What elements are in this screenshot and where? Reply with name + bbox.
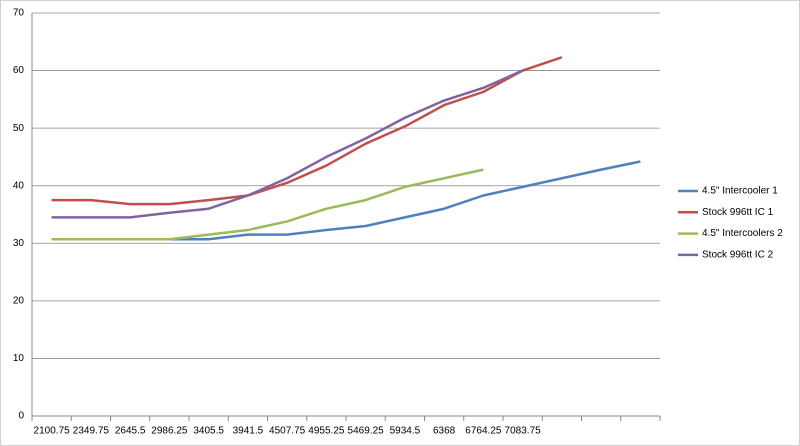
x-tick-label: 3941.5 xyxy=(233,426,264,437)
y-tick-label: 40 xyxy=(13,180,25,191)
x-tick-label: 6368 xyxy=(433,426,456,437)
y-tick-label: 50 xyxy=(13,123,25,134)
legend-label: 4.5" Intercoolers 2 xyxy=(702,228,783,239)
legend-label: 4.5" Intercooler 1 xyxy=(702,186,778,197)
x-tick-label: 2986.25 xyxy=(151,426,188,437)
x-tick-label: 5934.5 xyxy=(390,426,421,437)
x-tick-label: 4955.25 xyxy=(308,426,345,437)
x-tick-label: 3405.5 xyxy=(193,426,224,437)
y-tick-label: 70 xyxy=(13,8,25,19)
series-line xyxy=(51,69,524,219)
x-tick-label: 4507.75 xyxy=(269,426,306,437)
legend-label: Stock 996tt IC 2 xyxy=(702,250,774,261)
y-tick-label: 20 xyxy=(13,295,25,306)
x-tick-label: 2349.75 xyxy=(73,426,110,437)
y-tick-label: 10 xyxy=(13,353,25,364)
x-tick-label: 6764.25 xyxy=(465,426,502,437)
x-tick-label: 2100.75 xyxy=(34,426,71,437)
x-tick-label: 2645.5 xyxy=(115,426,146,437)
y-tick-label: 30 xyxy=(13,238,25,249)
legend-label: Stock 996tt IC 1 xyxy=(702,207,774,218)
y-tick-label: 60 xyxy=(13,65,25,76)
y-tick-label: 0 xyxy=(18,411,24,422)
series-line xyxy=(51,56,563,206)
x-tick-label: 5469.25 xyxy=(348,426,385,437)
series-line xyxy=(51,168,484,241)
x-tick-label: 7083.75 xyxy=(505,426,542,437)
